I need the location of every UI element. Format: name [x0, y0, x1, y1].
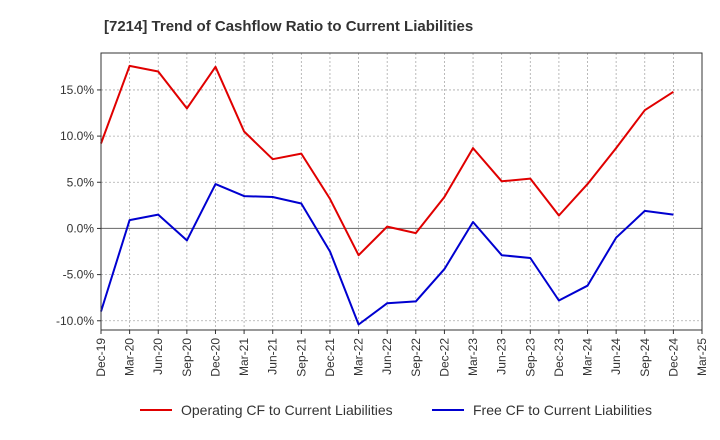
y-tick-label: 15.0% — [60, 83, 94, 97]
x-tick-label: Sep-22 — [409, 338, 423, 377]
x-tick-label: Mar-22 — [352, 338, 366, 376]
x-tick-label: Jun-22 — [380, 338, 394, 375]
x-tick-label: Mar-25 — [695, 338, 709, 376]
x-tick-label: Dec-24 — [666, 338, 680, 377]
x-tick-label: Jun-20 — [151, 338, 165, 375]
x-tick-label: Mar-20 — [123, 338, 137, 376]
x-tick-label: Jun-24 — [609, 338, 623, 375]
series-line-2 — [100, 183, 674, 326]
x-tick-label: Dec-21 — [323, 338, 337, 377]
legend-label-2: Free CF to Current Liabilities — [473, 402, 652, 418]
plot-frame — [100, 52, 703, 331]
grid-lines — [101, 53, 702, 330]
y-tick-label: -10.0% — [56, 314, 94, 328]
y-tick-label: -5.0% — [63, 268, 95, 282]
x-tick-label: Sep-20 — [180, 338, 194, 377]
series-lines — [100, 64, 674, 326]
x-tick-label: Dec-19 — [94, 338, 108, 377]
x-tick-label: Dec-23 — [552, 338, 566, 377]
x-tick-label: Sep-24 — [638, 338, 652, 377]
plot-area — [100, 52, 703, 331]
legend: Operating CF to Current Liabilities Free … — [140, 402, 652, 418]
x-tick-label: Sep-23 — [523, 338, 537, 377]
y-axis-ticks: 15.0% 10.0% 5.0% 0.0% -5.0% -10.0% — [56, 83, 101, 328]
chart-title: [7214] Trend of Cashflow Ratio to Curren… — [104, 18, 473, 35]
x-tick-label: Mar-23 — [466, 338, 480, 376]
y-tick-label: 5.0% — [67, 175, 95, 189]
x-tick-label: Dec-20 — [208, 338, 222, 377]
plot-background — [101, 53, 702, 330]
x-axis-ticks: Dec-19 Mar-20 Jun-20 Sep-20 Dec-20 Mar-21 Jun-… — [94, 330, 709, 377]
x-tick-label: Mar-21 — [237, 338, 251, 376]
x-tick-label: Mar-24 — [581, 338, 595, 376]
y-tick-label: 10.0% — [60, 129, 94, 143]
x-tick-label: Jun-21 — [266, 338, 280, 375]
legend-label-1: Operating CF to Current Liabilities — [181, 402, 393, 418]
x-tick-label: Dec-22 — [437, 338, 451, 377]
y-tick-label: 0.0% — [67, 221, 95, 235]
x-tick-label: Jun-23 — [495, 338, 509, 375]
x-tick-label: Sep-21 — [294, 338, 308, 377]
series-line-1 — [100, 64, 674, 257]
